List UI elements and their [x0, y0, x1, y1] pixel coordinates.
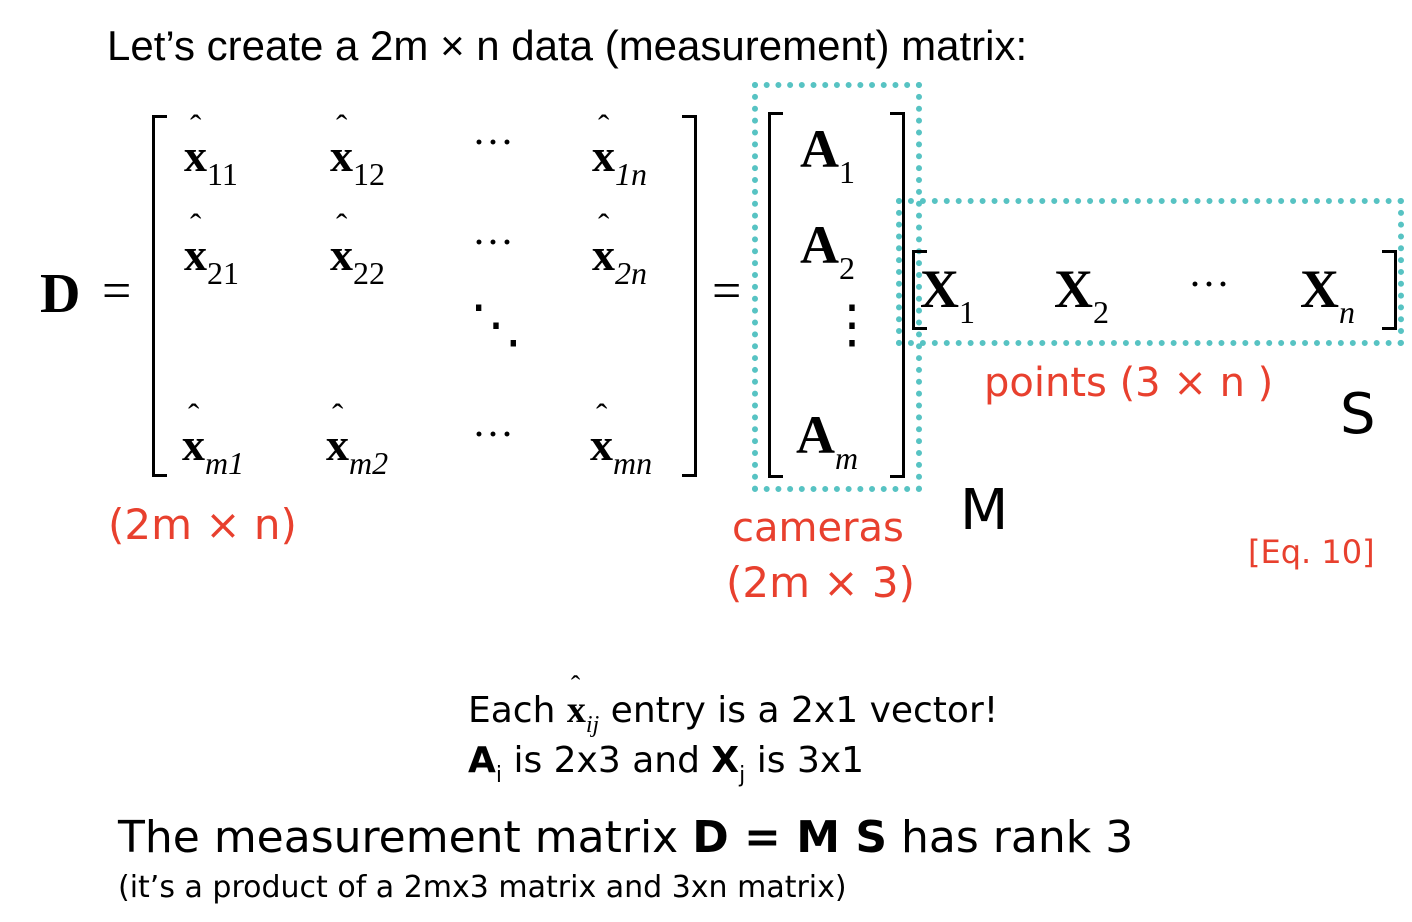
hdots: ··· — [472, 220, 514, 266]
cameras-label: cameras — [732, 505, 904, 551]
hdots: ··· — [472, 412, 514, 458]
d-matrix-right-bracket — [682, 115, 697, 477]
note-line-1: Each ˆ xij entry is a 2x1 vector! — [468, 671, 999, 738]
equals-sign-1: = — [102, 263, 132, 320]
d-entry: ˆ x21 — [184, 208, 239, 291]
m-label: M — [960, 478, 1009, 543]
d-entry: ˆ x11 — [184, 109, 238, 192]
equals-sign-2: = — [712, 263, 742, 320]
equation-reference: [Eq. 10] — [1248, 533, 1375, 571]
hdots: ··· — [1188, 262, 1230, 308]
a-entry: A2 — [800, 215, 855, 286]
x-row-left-bracket — [912, 250, 927, 330]
d-matrix-left-bracket — [152, 115, 167, 477]
hdots: ··· — [472, 120, 514, 166]
a-matrix-left-bracket — [768, 112, 783, 478]
x-ij-symbol: ˆ xij — [566, 671, 600, 738]
d-size-label: (2m × n) — [108, 500, 297, 549]
d-entry: ˆ x1n — [592, 109, 647, 192]
d-entry: ˆ xmn — [590, 398, 653, 481]
d-entry: ˆ x12 — [330, 109, 385, 192]
note-line-2: Ai is 2x3 and Xj is 3x1 — [468, 740, 865, 788]
x-entry: Xn — [1300, 259, 1355, 330]
s-label: S — [1340, 382, 1376, 447]
d-entry: ˆ x22 — [330, 208, 385, 291]
points-label: points (3 × n ) — [984, 360, 1274, 406]
x-entry: X1 — [920, 259, 975, 330]
cameras-highlight-box — [752, 82, 922, 492]
vdots: ⋮ — [826, 297, 878, 354]
a-entry: Am — [796, 405, 859, 476]
d-entry: ˆ xm1 — [182, 398, 245, 481]
summary-statement: The measurement matrix D = M S has rank … — [118, 812, 1134, 863]
d-symbol: D — [40, 263, 81, 325]
summary-subtext: (it’s a product of a 2mx3 matrix and 3xn… — [118, 870, 847, 905]
x-entry: X2 — [1054, 259, 1109, 330]
note-text: Each — [468, 690, 556, 731]
ddots: ⋱ — [470, 297, 522, 354]
a-matrix-right-bracket — [890, 112, 905, 478]
d-entry: ˆ xm2 — [326, 398, 389, 481]
cameras-size-label: (2m × 3) — [726, 558, 916, 607]
slide-title: Let’s create a 2m × n data (measurement)… — [107, 22, 1028, 69]
points-highlight-box — [896, 198, 1404, 346]
a-entry: A1 — [800, 119, 855, 190]
note-text: entry is a 2x1 vector! — [610, 690, 999, 731]
d-entry: ˆ x2n — [592, 208, 647, 291]
x-row-right-bracket — [1382, 250, 1397, 330]
